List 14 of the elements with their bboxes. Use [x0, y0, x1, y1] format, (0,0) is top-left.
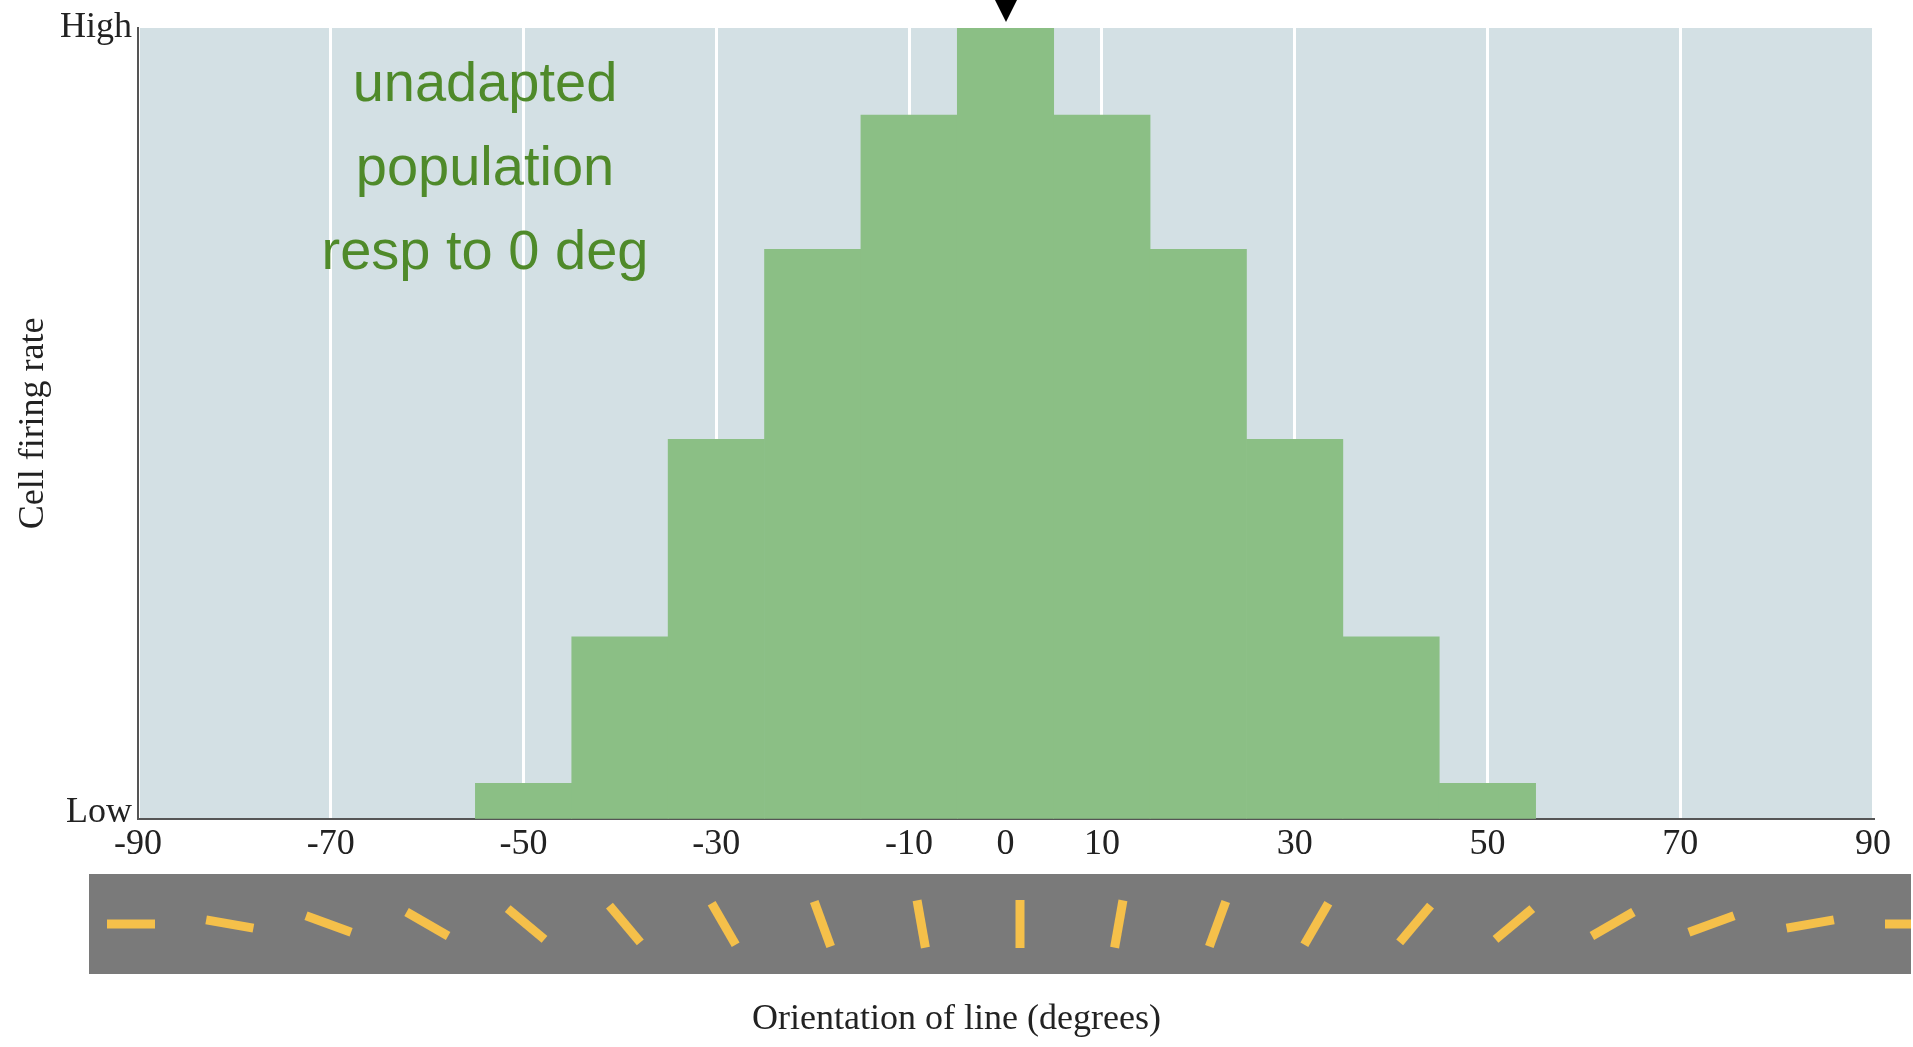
x-tick-label: -30	[692, 821, 741, 862]
text: High	[60, 5, 132, 46]
x-tick-label: -10	[885, 821, 934, 862]
x-tick-label: 90	[1855, 821, 1891, 862]
x-tick-label: 30	[1276, 821, 1313, 862]
x-tick-label: 0	[996, 821, 1015, 862]
x-tick-label: 50	[1469, 821, 1506, 862]
x-axis-title: Orientation of line (degrees)	[751, 996, 1162, 1038]
annotation: unadapted population resp to 0 deg	[321, 50, 649, 282]
x-tick-label: -70	[306, 821, 355, 862]
x-tick-label: -50	[499, 821, 548, 862]
y-axis-title: Cell firing rate	[11, 317, 52, 530]
x-tick-label: 10	[1083, 821, 1120, 862]
x-tick-label: 70	[1662, 821, 1699, 862]
